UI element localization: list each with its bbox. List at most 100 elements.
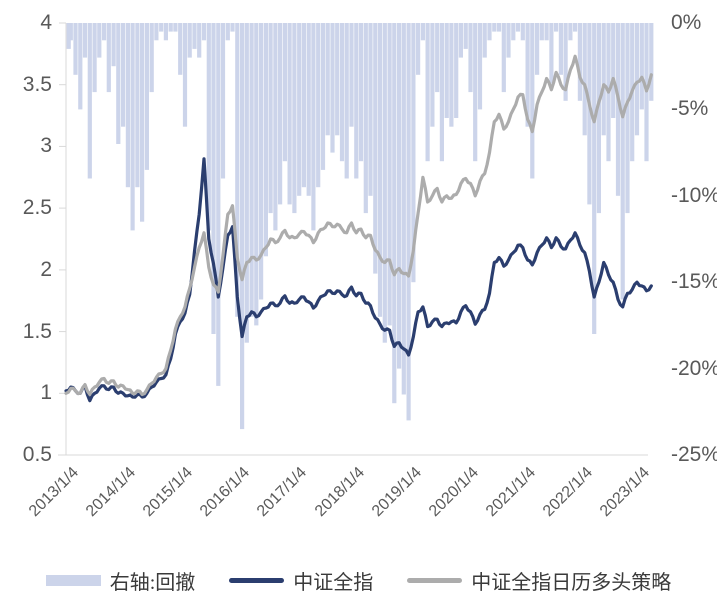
drawdown-bar	[620, 23, 625, 300]
drawdown-bar	[496, 23, 502, 32]
drawdown-bar	[349, 23, 354, 127]
y-right-tick-label: -5%	[671, 97, 709, 121]
drawdown-bar	[454, 23, 459, 118]
drawdown-bar	[140, 23, 145, 222]
y-left-tick-label: 3.5	[22, 72, 52, 96]
strategy-line-swatch	[407, 577, 463, 583]
drawdown-bar	[368, 23, 373, 196]
drawdown-bar	[549, 23, 554, 84]
drawdown-bar	[220, 23, 226, 179]
drawdown-bar	[325, 23, 330, 136]
legend-label-strategy: 中证全指日历多头策略	[471, 571, 672, 594]
drawdown-bar	[615, 23, 621, 196]
drawdown-bar	[82, 23, 88, 58]
drawdown-bar	[477, 23, 483, 110]
drawdown-bar	[611, 23, 616, 118]
drawdown-bar	[558, 23, 563, 75]
drawdown-bar	[601, 23, 606, 136]
legend-label-index: 中证全指	[293, 571, 374, 594]
drawdown-bar	[482, 23, 487, 58]
drawdown-bar	[106, 23, 111, 93]
drawdown-area-swatch	[45, 574, 101, 586]
drawdown-bar	[149, 23, 154, 93]
drawdown-bar	[515, 23, 521, 32]
drawdown-bar	[525, 23, 530, 127]
drawdown-bar	[416, 23, 421, 75]
drawdown-bar	[201, 23, 207, 41]
drawdown-bar	[577, 23, 582, 101]
y-left-tick-label: 2	[40, 257, 52, 281]
drawdown-bar	[287, 23, 292, 205]
drawdown-bar	[320, 23, 326, 170]
drawdown-bar	[235, 23, 240, 317]
drawdown-bar	[301, 23, 306, 188]
drawdown-bar	[535, 23, 540, 75]
drawdown-bar	[263, 23, 268, 257]
drawdown-bar	[592, 23, 597, 334]
drawdown-bar	[292, 23, 297, 214]
drawdown-bar	[573, 23, 578, 32]
legend: 右轴:回撤 中证全指 中证全指日历多头策略	[0, 560, 717, 600]
drawdown-bar	[463, 23, 468, 49]
y-right-tick-label: -15%	[671, 270, 717, 294]
y-left-tick-label: 0.5	[22, 443, 52, 466]
drawdown-bar	[335, 23, 340, 136]
y-right-tick-label: -10%	[671, 183, 717, 207]
drawdown-bar	[392, 23, 397, 404]
drawdown-bar	[520, 23, 525, 41]
drawdown-bar	[625, 23, 630, 214]
index-line	[64, 157, 653, 403]
drawdown-bar	[230, 23, 235, 32]
drawdown-bar	[97, 23, 102, 58]
drawdown-bar	[211, 23, 216, 334]
legend-label-drawdown: 右轴:回撤	[109, 571, 196, 594]
drawdown-bar	[582, 23, 587, 136]
y-left-tick-label: 4	[40, 11, 52, 34]
drawdown-bar	[330, 23, 335, 153]
drawdown-bar	[339, 23, 345, 162]
drawdown-bar	[278, 23, 283, 205]
drawdown-bar	[544, 23, 549, 41]
y-left-tick-label: 3	[40, 134, 52, 158]
drawdown-bar	[411, 23, 416, 283]
drawdown-bar	[159, 23, 164, 32]
drawdown-bar	[311, 23, 316, 231]
drawdown-bar	[554, 23, 559, 32]
drawdown-bar	[568, 23, 573, 41]
drawdown-bar	[92, 23, 97, 93]
drawdown-bar	[216, 23, 221, 386]
drawdown-bar	[587, 23, 592, 205]
drawdown-bar	[282, 23, 287, 162]
drawdown-bar	[649, 23, 654, 101]
drawdown-bar	[406, 23, 411, 421]
drawdown-bar	[121, 23, 126, 127]
drawdown-bar	[634, 23, 640, 136]
drawdown-bar	[596, 23, 601, 214]
drawdown-bar	[249, 23, 254, 317]
index-line-swatch	[229, 577, 285, 583]
drawdown-bar	[244, 23, 249, 343]
drawdown-bar	[387, 23, 392, 326]
drawdown-bar	[354, 23, 359, 179]
drawdown-bar	[373, 23, 378, 274]
drawdown-bar	[206, 23, 211, 231]
drawdown-bar	[182, 23, 188, 127]
drawdown-bar	[344, 23, 349, 179]
y-right-tick-label: -25%	[671, 443, 717, 466]
drawdown-bar	[468, 23, 473, 93]
legend-item-drawdown: 右轴:回撤	[45, 566, 196, 595]
drawdown-bar	[487, 23, 492, 41]
drawdown-bar	[111, 23, 116, 67]
drawdown-bar	[458, 23, 463, 58]
drawdown-bar	[192, 23, 197, 49]
drawdown-bar	[435, 23, 440, 93]
drawdown-bar	[187, 23, 192, 58]
drawdown-bar	[511, 23, 516, 41]
drawdown-bar	[254, 23, 259, 326]
drawdown-bar	[173, 23, 178, 32]
drawdown-bar	[439, 23, 444, 162]
drawdown-bar	[168, 23, 173, 32]
drawdown-bar	[297, 23, 302, 196]
